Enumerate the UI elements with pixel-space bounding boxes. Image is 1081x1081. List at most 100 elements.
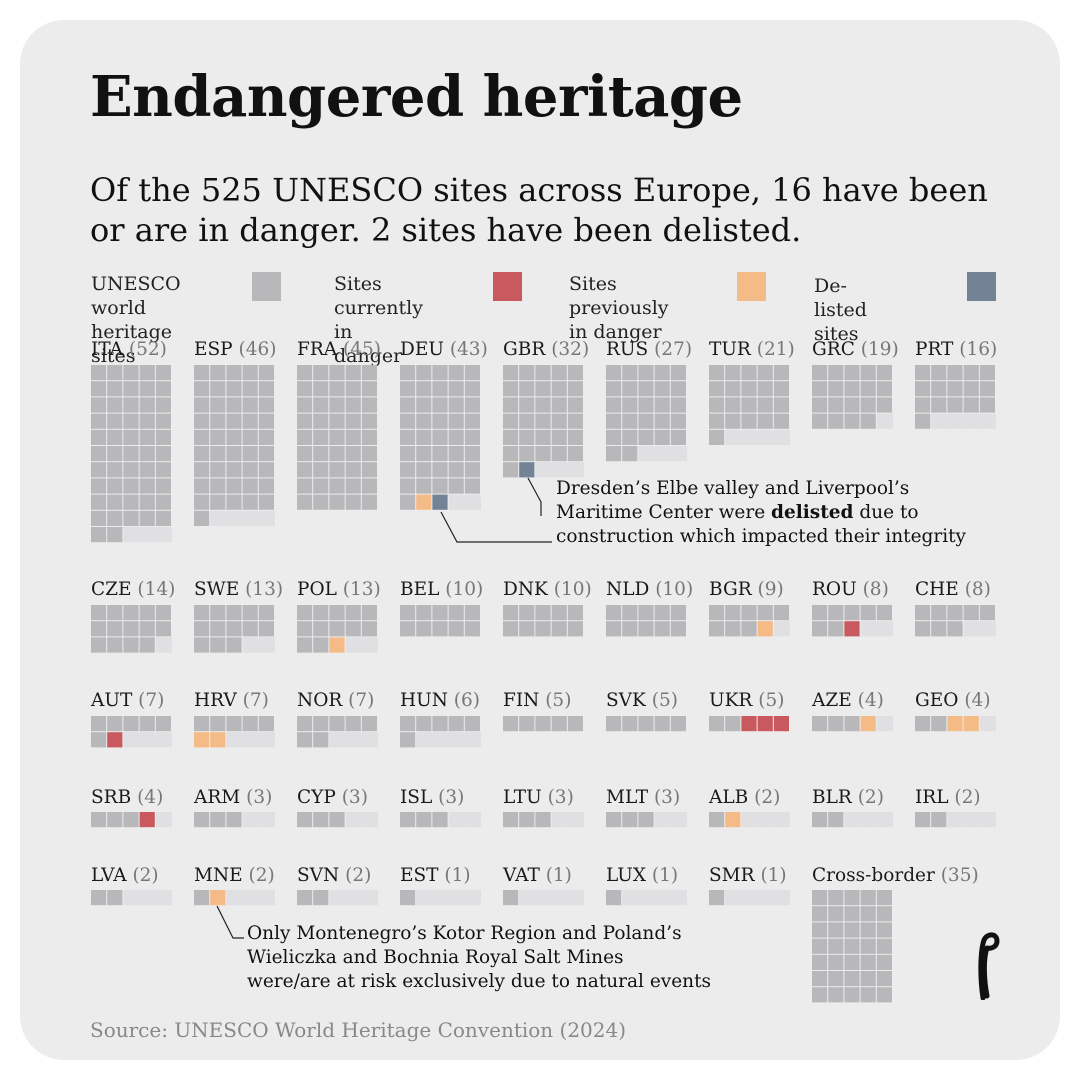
waffle-cell-ita: [139, 478, 155, 494]
waffle-empty-mlt: [654, 812, 671, 828]
waffle-cell-irl: [915, 812, 931, 828]
waffle-cell-ukr: [773, 716, 789, 732]
waffle-cell-esp: [242, 397, 258, 413]
waffle-cell-deu: [400, 413, 416, 429]
waffle-cell-hrv: [194, 732, 210, 748]
waffle-cell-deu: [432, 462, 448, 478]
waffle-cell-esp: [258, 365, 274, 381]
country-count: (13): [245, 579, 284, 600]
waffle-cell-fin: [503, 716, 519, 732]
waffle-cell-cze: [107, 621, 123, 637]
waffle-empty-rus: [654, 446, 671, 462]
waffle-empty-irl: [963, 812, 980, 828]
waffle-empty-rou: [860, 621, 877, 637]
waffle-cell-nld: [654, 621, 670, 637]
country-label: VAT (1): [503, 865, 572, 887]
waffle-cell-fra: [345, 397, 361, 413]
waffle-cell-gbr: [535, 365, 551, 381]
waffle-cell-deu: [448, 462, 464, 478]
country-label: IRL (2): [915, 787, 981, 809]
waffle-cell-fra: [313, 381, 329, 397]
waffle-cell-bgr: [757, 621, 773, 637]
waffle-cell-esp: [242, 494, 258, 510]
waffle-cell-tur: [773, 381, 789, 397]
waffle-cell-aze: [812, 716, 828, 732]
waffle-cell-bel: [464, 621, 480, 637]
country-count: (21): [756, 339, 795, 360]
waffle-cell-fra: [297, 365, 313, 381]
waffle-cell-gbr: [503, 397, 519, 413]
waffle-cell-cross-border: [828, 938, 844, 954]
waffle-cell-deu: [416, 381, 432, 397]
waffle-cell-esp: [242, 365, 258, 381]
chart-title: Endangered heritage: [90, 64, 743, 130]
country-code: SWE: [194, 579, 246, 600]
waffle-cell-gbr: [567, 429, 583, 445]
waffle-cell-fra: [329, 365, 345, 381]
waffle-cell-fra: [313, 462, 329, 478]
country-label: BEL (10): [400, 579, 483, 601]
waffle-cell-deu: [464, 429, 480, 445]
country-count: (35): [940, 865, 979, 886]
waffle-cell-esp: [210, 397, 226, 413]
waffle-empty-svn: [345, 890, 362, 906]
waffle-cell-ita: [91, 429, 107, 445]
waffle-cell-rus: [606, 397, 622, 413]
waffle-cell-esp: [258, 494, 274, 510]
waffle-empty-blr: [876, 812, 893, 828]
waffle-cell-grc: [844, 413, 860, 429]
country-code: VAT: [503, 865, 546, 886]
country-code: CZE: [91, 579, 138, 600]
waffle-cell-gbr: [535, 429, 551, 445]
waffle-cell-aze: [828, 716, 844, 732]
waffle-cell-nld: [638, 605, 654, 621]
country-count: (1): [444, 865, 471, 886]
waffle-cell-svk: [638, 716, 654, 732]
country-code: RUS: [606, 339, 655, 360]
waffle-cell-gbr: [535, 446, 551, 462]
waffle-empty-grc: [876, 413, 893, 429]
waffle-cell-rus: [606, 413, 622, 429]
waffle-cell-swe: [258, 621, 274, 637]
waffle-cell-prt: [931, 365, 947, 381]
chart-card: [20, 20, 1060, 1060]
waffle-cell-rus: [622, 413, 638, 429]
waffle-cell-ita: [155, 494, 171, 510]
waffle-cell-rus: [638, 381, 654, 397]
country-code: DNK: [503, 579, 554, 600]
waffle-empty-blr: [844, 812, 861, 828]
waffle-cell-rou: [876, 605, 892, 621]
waffle-cell-esp: [226, 446, 242, 462]
waffle-cell-deu: [432, 365, 448, 381]
waffle-cell-aut: [139, 716, 155, 732]
waffle-cell-gbr: [519, 462, 535, 478]
waffle-cell-aut: [107, 716, 123, 732]
country-label: BLR (2): [812, 787, 884, 809]
waffle-cell-rus: [606, 446, 622, 462]
waffle-cell-tur: [725, 381, 741, 397]
waffle-cell-hun: [416, 716, 432, 732]
waffle-cell-geo: [931, 716, 947, 732]
waffle-cell-deu: [400, 381, 416, 397]
waffle-cell-swe: [242, 605, 258, 621]
waffle-cell-pol: [313, 621, 329, 637]
waffle-empty-prt: [979, 413, 996, 429]
waffle-empty-prt: [947, 413, 964, 429]
waffle-cell-lva: [91, 890, 107, 906]
country-label: HUN (6): [400, 690, 480, 712]
waffle-cell-cross-border: [876, 922, 892, 938]
waffle-cell-tur: [709, 365, 725, 381]
waffle-cell-dnk: [519, 621, 535, 637]
waffle-cell-esp: [258, 397, 274, 413]
waffle-empty-svn: [329, 890, 346, 906]
leader-line-mne: [216, 905, 244, 939]
waffle-cell-rus: [670, 429, 686, 445]
country-count: (32): [551, 339, 590, 360]
country-code: GRC: [812, 339, 861, 360]
waffle-empty-lux: [622, 890, 639, 906]
waffle-empty-gbr: [551, 462, 568, 478]
waffle-cell-rus: [670, 413, 686, 429]
waffle-cell-alb: [725, 812, 741, 828]
country-label: POL (13): [297, 579, 381, 601]
waffle-cell-grc: [812, 365, 828, 381]
